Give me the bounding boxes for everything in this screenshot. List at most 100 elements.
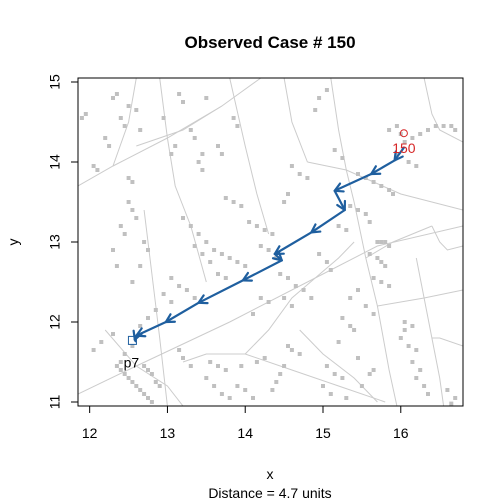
house-point [243,388,248,392]
house-point [153,308,158,312]
route-segment [197,279,244,304]
house-point [363,176,368,180]
house-point [231,200,236,204]
road-15 [415,257,445,406]
house-point [367,252,372,256]
house-point [410,360,415,364]
y-tick-label: 11 [47,395,63,410]
house-point [356,208,360,212]
house-point [352,328,357,332]
house-point [212,248,217,252]
house-point [254,224,259,228]
house-point [169,300,174,304]
house-point [398,336,403,340]
house-point [445,388,450,392]
house-point [122,232,127,236]
house-point [394,152,399,156]
house-point [177,348,182,352]
house-point [192,136,197,140]
y-tick-label: 12 [47,314,63,330]
route-arrows [132,146,405,343]
house-point [414,348,419,352]
road-8 [283,78,308,163]
house-point [219,392,224,396]
house-point [340,156,345,160]
house-point [138,324,143,328]
road-3 [136,105,223,147]
house-point [118,368,123,372]
house-point [161,292,166,296]
house-point [305,176,310,180]
house-point [375,240,380,244]
house-point [188,128,193,132]
house-point [453,128,458,132]
house-point [223,196,228,200]
house-point [126,104,131,108]
route-segment [133,338,137,343]
house-point [410,136,415,140]
house-point [114,364,119,368]
house-point [313,108,318,112]
house-point [130,344,135,348]
route-segment [333,189,346,212]
house-point [406,160,411,164]
x-tick-label: 16 [393,425,409,441]
house-point [286,276,290,280]
house-point [111,96,115,100]
house-point [402,140,407,144]
house-point [359,384,364,388]
house-point [286,192,290,196]
house-point [289,304,294,308]
house-point [138,128,143,132]
route-segment [273,231,313,256]
house-point [235,124,240,128]
house-point [208,260,213,264]
route-segment [333,172,373,192]
house-point [340,376,345,380]
house-point [375,256,380,260]
house-point [169,276,174,280]
house-point [270,232,275,236]
house-point [122,372,127,376]
stop-marker [127,335,137,345]
house-point [414,164,419,168]
house-point [254,360,259,364]
house-point [367,220,372,224]
house-point [418,368,423,372]
house-point [379,280,384,284]
route-segment [164,301,200,324]
house-point [188,224,193,228]
x-tick-label: 13 [160,425,176,441]
house-point [387,188,392,192]
road-4 [159,78,207,283]
house-point [266,248,271,252]
road-10 [423,78,463,143]
house-point [301,288,306,292]
house-point [414,376,419,380]
house-point [356,356,360,360]
house-point [200,252,205,256]
x-axis: 12 13 14 15 16 [82,405,409,441]
house-point [371,276,376,280]
house-point [258,244,263,248]
house-point [142,364,147,368]
house-point [231,116,236,120]
house-point [122,124,127,128]
house-point [418,132,423,136]
route-segment [393,146,405,162]
house-point [328,392,333,396]
house-point [324,260,329,264]
house-point [321,384,325,388]
house-point [219,252,224,256]
house-point [433,124,438,128]
house-point [184,288,189,292]
house-point [134,216,139,220]
house-point [177,92,182,96]
house-point [130,380,135,384]
house-point [126,376,131,380]
house-point [328,268,333,272]
distance-label: Distance = 4.7 units [208,485,331,501]
house-point [219,152,224,156]
house-point [293,284,298,288]
house-point [149,400,154,404]
